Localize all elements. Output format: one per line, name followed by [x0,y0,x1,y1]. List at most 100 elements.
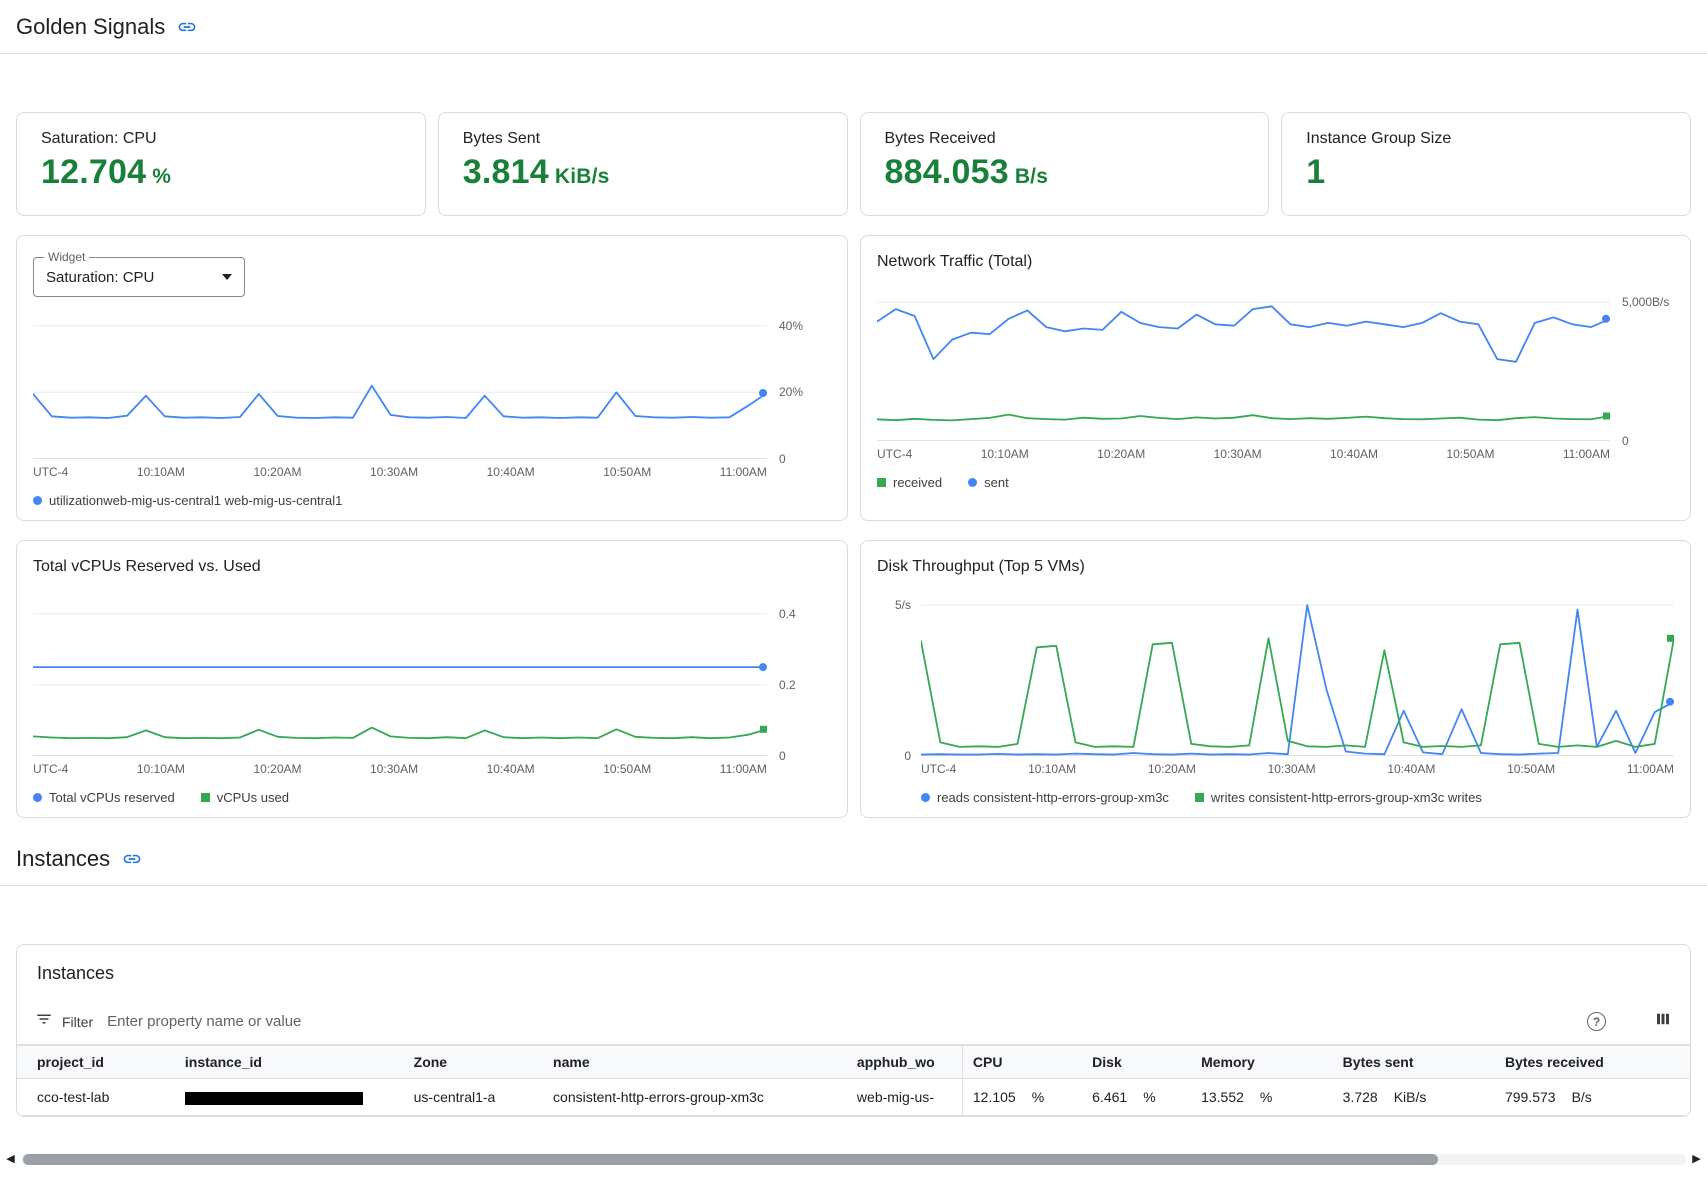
scrollbar-track[interactable] [21,1153,1686,1165]
legend-label: utilizationweb-mig-us-central1 web-mig-u… [49,493,343,508]
series-marker-icon [33,793,42,802]
link-icon[interactable] [122,849,142,869]
column-header-instance-id[interactable]: instance_id [174,1045,404,1079]
chart-plot[interactable] [877,291,1610,441]
x-axis: UTC-4 10:10AM 10:20AM 10:30AM 10:40AM 10:50AM… [33,465,767,479]
x-tick-label: 10:30AM [370,762,419,776]
x-tick-label: 10:30AM [1267,762,1316,776]
scorecard-label: Bytes Sent [462,130,541,147]
help-button[interactable]: ? [1587,1012,1606,1031]
column-display-icon [1654,1010,1672,1033]
x-tick-label: 10:40AM [1387,762,1436,776]
legend-item[interactable]: vCPUs used [200,790,289,805]
filter-icon [35,1010,53,1033]
cell-disk: 6.461% [1082,1078,1192,1116]
legend-item[interactable]: utilizationweb-mig-us-central1 web-mig-u… [33,493,342,508]
scroll-right-icon[interactable]: ▶ [1692,1152,1701,1165]
instances-card: Instances Filter ? project_idinstance_id… [16,944,1691,1117]
column-header-name[interactable]: name [543,1045,847,1079]
series-marker-icon [877,478,886,487]
table-row[interactable]: cco-test-lab us-central1-a consistent-http… [17,1078,1690,1116]
help-icon: ? [1592,1014,1601,1029]
series-marker-icon [33,496,42,505]
x-tick-label: 10:40AM [486,465,535,479]
page-title: Golden Signals [16,14,166,39]
chart-legend: Total vCPUs reserved vCPUs used [33,790,767,805]
series-marker-icon [921,793,930,802]
legend-item[interactable]: reads consistent-http-errors-group-xm3c [921,790,1169,805]
y-axis-right: 0.4 0.2 0 [767,596,831,805]
legend-item[interactable]: sent [968,475,1009,490]
column-display-button[interactable] [1654,1010,1672,1033]
column-header-cpu[interactable]: CPU [961,1045,1083,1079]
cell-project-id: cco-test-lab [17,1078,175,1116]
chart-disk-throughput: Disk Throughput (Top 5 VMs) 5/s 0 UTC-4 10… [860,540,1691,818]
column-header-apphub-wo[interactable]: apphub_wo [846,1045,963,1079]
chart-title: Network Traffic (Total) [877,253,1033,270]
x-tick-label: 10:40AM [1330,447,1379,461]
cell-zone: us-central1-a [403,1078,544,1116]
x-tick-label: UTC-4 [33,465,69,479]
y-axis-right: 40% 20% 0 [767,309,831,508]
instances-card-title: Instances [37,963,115,983]
column-header-bytes-received[interactable]: Bytes received [1494,1045,1690,1079]
x-tick-label: 10:50AM [1507,762,1556,776]
legend-label: reads consistent-http-errors-group-xm3c [937,790,1169,805]
column-header-zone[interactable]: Zone [403,1045,544,1079]
x-tick-label: 10:20AM [1097,447,1146,461]
y-tick-label: 0.4 [779,606,796,621]
scrollbar-thumb[interactable] [23,1153,1439,1165]
chart-legend: received sent [877,475,1610,490]
chart-plot[interactable] [33,596,767,756]
legend-item[interactable]: Total vCPUs reserved [33,790,175,805]
x-axis: UTC-4 10:10AM 10:20AM 10:30AM 10:40AM 10:50AM… [877,447,1610,461]
scorecard-saturation-cpu: Saturation: CPU 12.704% [16,112,426,216]
scroll-left-icon[interactable]: ◀ [6,1152,15,1165]
cell-instance-id [174,1078,404,1116]
series-marker-icon [1194,793,1204,802]
column-header-project-id[interactable]: project_id [17,1045,175,1079]
link-icon[interactable] [177,17,197,37]
x-tick-label: UTC-4 [877,447,913,461]
cell-bytes-received: 799.573 B/s [1494,1078,1690,1116]
series-marker-icon [200,793,210,802]
x-tick-label: 10:10AM [136,762,185,776]
filter-input[interactable] [107,1013,1587,1030]
y-tick-label: 5/s [894,598,911,613]
filter-button[interactable]: Filter [35,1010,93,1033]
dashboard-page: Golden Signals Saturation: CPU 12.704% B… [0,0,1707,1165]
chart-legend: utilizationweb-mig-us-central1 web-mig-u… [33,493,767,508]
x-tick-label: 10:50AM [603,762,652,776]
chart-vcpus: Total vCPUs Reserved vs. Used UTC-4 10:10… [16,540,848,818]
chart-legend: reads consistent-http-errors-group-xm3c w… [921,790,1674,805]
x-tick-label: 11:00AM [1626,762,1674,776]
golden-signals-header: Golden Signals [0,0,1707,54]
legend-label: writes consistent-http-errors-group-xm3c… [1210,790,1482,805]
x-tick-label: 10:20AM [253,762,302,776]
scorecard-value: 884.053 B/s [884,153,1049,191]
legend-item[interactable]: received [877,475,942,490]
scorecards-row: Saturation: CPU 12.704% Bytes Sent 3.814… [16,112,1691,216]
column-header-bytes-sent[interactable]: Bytes sent [1332,1045,1495,1079]
x-tick-label: 11:00AM [719,762,767,776]
filter-label: Filter [62,1013,94,1030]
widget-selector[interactable]: Widget Saturation: CPU [33,250,245,297]
scorecard-value: 3.814 KiB/s [462,153,610,191]
y-tick-label: 0.2 [779,677,796,692]
x-tick-label: 10:10AM [980,447,1029,461]
chart-title: Total vCPUs Reserved vs. Used [33,558,261,575]
legend-item[interactable]: writes consistent-http-errors-group-xm3c… [1194,790,1482,805]
y-tick-label: 5,000B/s [1622,295,1670,310]
column-header-memory[interactable]: Memory [1191,1045,1333,1079]
scorecard-value: 1 [1306,153,1326,191]
x-tick-label: 10:20AM [253,465,302,479]
x-tick-label: 10:40AM [486,762,535,776]
y-tick-label: 0 [1622,434,1629,448]
chart-plot[interactable] [921,596,1674,756]
chart-plot[interactable] [33,309,767,459]
legend-label: sent [984,475,1009,490]
x-axis: UTC-4 10:10AM 10:20AM 10:30AM 10:40AM 10:50AM… [921,762,1674,776]
scorecard-label: Saturation: CPU [41,130,157,147]
y-tick-label: 0 [904,749,911,763]
column-header-disk[interactable]: Disk [1082,1045,1192,1079]
